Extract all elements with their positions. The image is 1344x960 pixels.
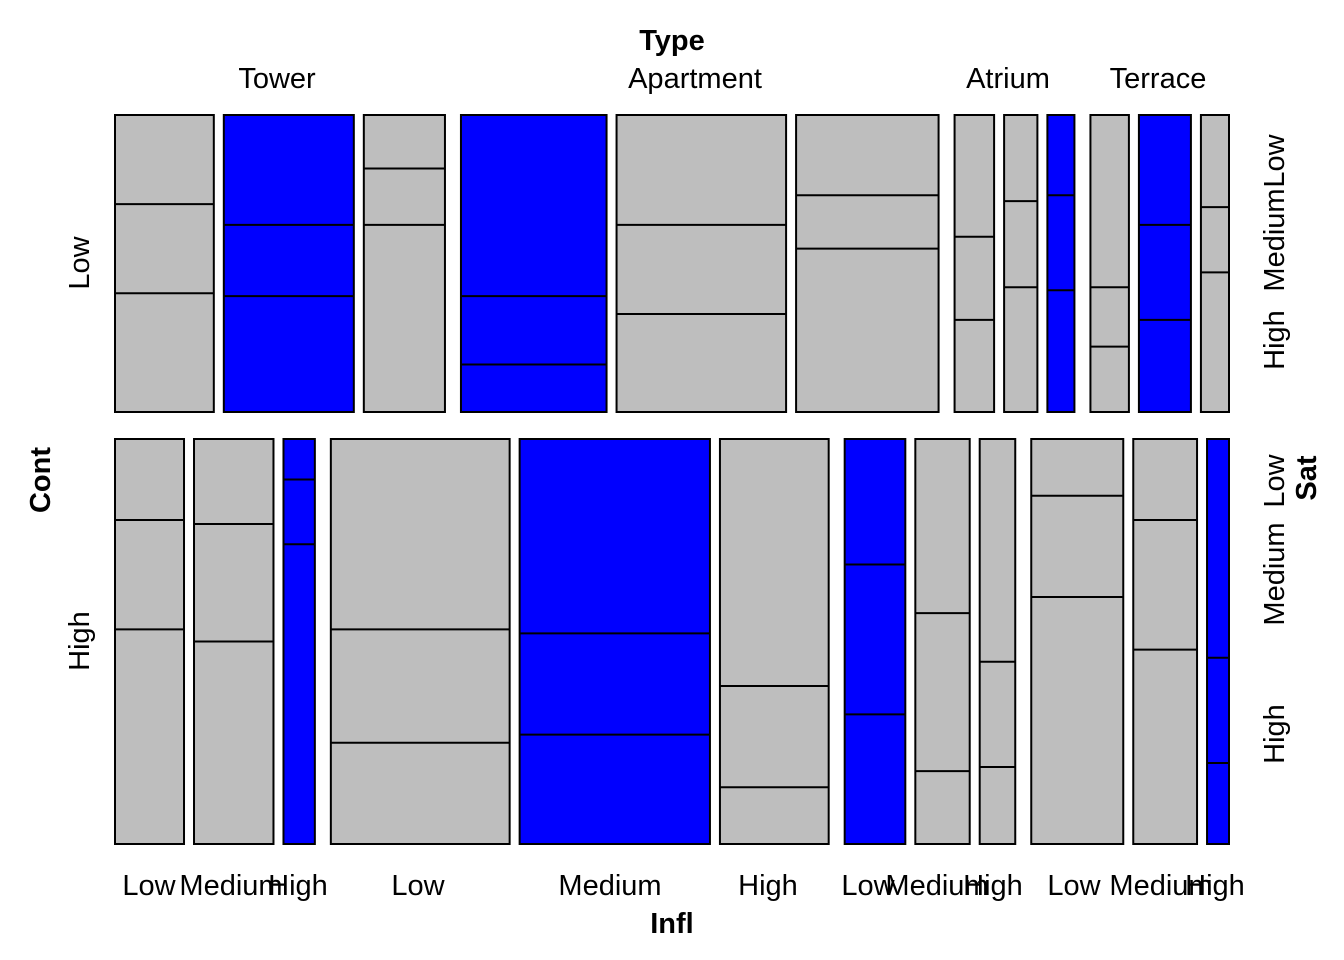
cell-tower-cont-low-infl-low	[114, 114, 215, 413]
cell-apartment-cont-low-infl-low	[459, 114, 608, 413]
infl-label-terrace-high: High	[1185, 870, 1245, 902]
type-label-terrace: Terrace	[1110, 63, 1207, 95]
cont-label-high: High	[64, 611, 96, 671]
cell-terrace-cont-low-infl-high	[1199, 114, 1231, 413]
infl-label-tower-medium: Medium	[179, 870, 282, 902]
infl-label-terrace-low: Low	[1047, 870, 1101, 902]
sat-label-high-top: High	[1259, 310, 1291, 370]
sat-label-low-top: Low	[1259, 133, 1291, 187]
cell-tower-cont-low-infl-high	[362, 114, 446, 413]
cell-terrace-cont-high-infl-low	[1030, 438, 1125, 845]
cell-apartment-cont-high-infl-high	[718, 438, 830, 845]
cell-atrium-cont-high-infl-low	[843, 438, 907, 845]
sat-label-high-bottom: High	[1259, 704, 1291, 764]
infl-label-atrium-low: Low	[841, 870, 895, 902]
cell-terrace-cont-high-infl-high	[1206, 438, 1231, 845]
type-axis-title: Type	[639, 25, 705, 57]
cell-apartment-cont-low-infl-high	[795, 114, 940, 413]
type-label-tower: Tower	[238, 63, 316, 95]
infl-label-tower-high: High	[268, 870, 328, 902]
mosaic-cells	[114, 114, 1231, 845]
cont-axis-title: Cont	[25, 447, 57, 513]
type-label-apartment: Apartment	[628, 63, 762, 95]
cell-apartment-cont-high-infl-low	[329, 438, 511, 845]
cell-tower-cont-low-infl-medium	[222, 114, 355, 413]
cell-atrium-cont-high-infl-high	[978, 438, 1017, 845]
infl-label-apartment-high: High	[738, 870, 798, 902]
cont-label-low: Low	[64, 235, 96, 289]
cell-tower-cont-high-infl-low	[114, 438, 186, 845]
infl-label-atrium-high: High	[963, 870, 1023, 902]
cell-tower-cont-high-infl-high	[282, 438, 316, 845]
cell-atrium-cont-low-infl-high	[1046, 114, 1076, 413]
cell-atrium-cont-low-infl-low	[953, 114, 996, 413]
infl-axis-title: Infl	[650, 908, 694, 940]
cell-atrium-cont-high-infl-medium	[914, 438, 971, 845]
type-label-atrium: Atrium	[966, 63, 1050, 95]
sat-label-low-bottom: Low	[1259, 453, 1291, 507]
cell-terrace-cont-high-infl-medium	[1132, 438, 1199, 845]
cell-terrace-cont-low-infl-medium	[1137, 114, 1192, 413]
infl-label-terrace-medium: Medium	[1109, 870, 1212, 902]
cell-apartment-cont-low-infl-medium	[615, 114, 788, 413]
sat-label-medium-top: Medium	[1259, 188, 1291, 291]
sat-axis-title: Sat	[1291, 455, 1323, 500]
sat-label-medium-bottom: Medium	[1259, 522, 1291, 625]
infl-label-apartment-low: Low	[391, 870, 445, 902]
infl-label-atrium-medium: Medium	[885, 870, 988, 902]
cell-apartment-cont-high-infl-medium	[518, 438, 711, 845]
infl-label-apartment-medium: Medium	[558, 870, 661, 902]
cell-terrace-cont-low-infl-low	[1089, 114, 1130, 413]
cell-atrium-cont-low-infl-medium	[1003, 114, 1039, 413]
infl-label-tower-low: Low	[122, 870, 176, 902]
